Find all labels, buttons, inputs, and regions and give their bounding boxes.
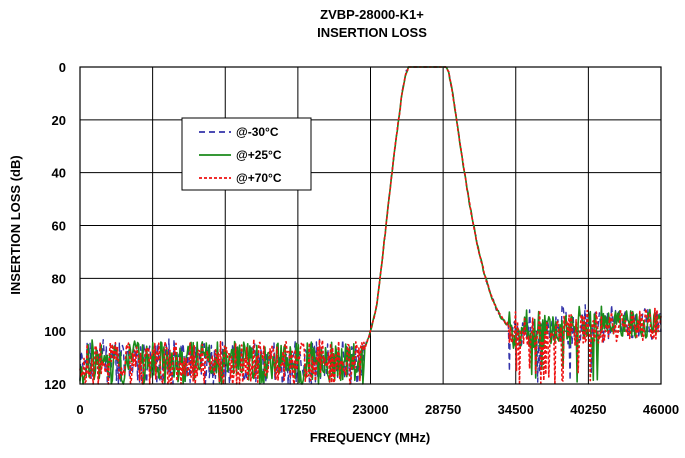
legend-box xyxy=(181,117,312,191)
x-tick-label: 17250 xyxy=(280,402,316,417)
x-tick-label: 23000 xyxy=(352,402,388,417)
y-tick-label: 40 xyxy=(52,166,66,181)
x-tick-label: 0 xyxy=(76,402,83,417)
plot-area-border xyxy=(79,66,662,385)
y-tick-label: 100 xyxy=(44,324,66,339)
chart-subtitle: INSERTION LOSS xyxy=(317,25,427,40)
x-axis-title: FREQUENCY (MHz) xyxy=(310,430,430,445)
y-axis-ticks: 0 20 40 60 80 100 120 xyxy=(44,60,66,392)
x-tick-label: 11500 xyxy=(208,402,243,417)
x-tick-label: 34500 xyxy=(498,402,534,417)
series-line-2 xyxy=(79,66,662,385)
legend-label: @-30°C xyxy=(236,125,279,139)
y-tick-label: 20 xyxy=(52,113,66,128)
x-tick-label: 46000 xyxy=(643,402,679,417)
x-axis-ticks: 0 5750 11500 17250 23000 28750 34500 40250 46000 xyxy=(76,402,679,417)
x-tick-label: 28750 xyxy=(425,402,461,417)
legend-label: @+70°C xyxy=(236,171,282,185)
y-tick-label: 120 xyxy=(44,377,66,392)
legend: @-30°C @+25°C @+70°C xyxy=(181,117,312,191)
x-tick-label: 40250 xyxy=(570,402,606,417)
y-tick-label: 0 xyxy=(59,60,66,75)
y-tick-label: 80 xyxy=(52,271,66,286)
chart-title: ZVBP-28000-K1+ xyxy=(320,7,424,22)
legend-label: @+25°C xyxy=(236,148,282,162)
series-layer xyxy=(79,66,662,385)
y-tick-label: 60 xyxy=(52,219,66,234)
y-axis-title: INSERTION LOSS (dB) xyxy=(8,155,23,294)
x-tick-label: 5750 xyxy=(138,402,167,417)
